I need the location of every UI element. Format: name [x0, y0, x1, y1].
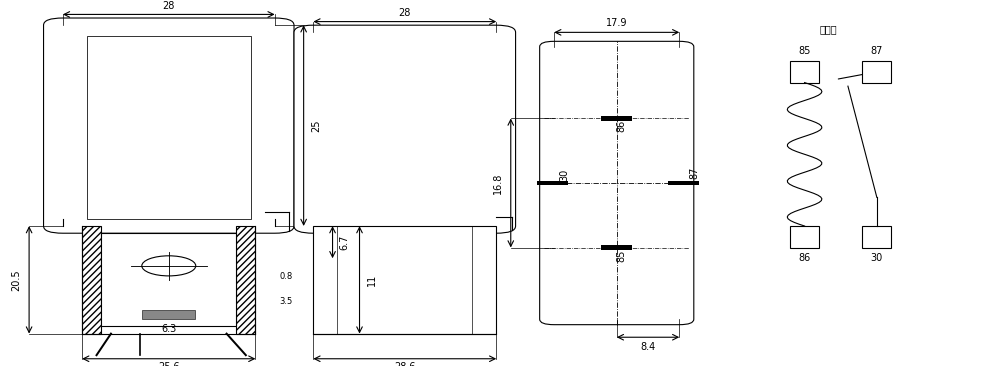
Text: 85: 85	[616, 249, 626, 262]
Bar	[667, 181, 699, 185]
Bar	[862, 61, 892, 83]
Text: 30: 30	[559, 169, 569, 181]
Bar	[236, 226, 256, 334]
Text: 25.6: 25.6	[158, 362, 180, 366]
Text: 86: 86	[798, 253, 811, 263]
Bar	[537, 181, 567, 185]
Text: 17.9: 17.9	[606, 18, 627, 28]
Text: 28.6: 28.6	[394, 362, 416, 366]
Text: 0.8: 0.8	[279, 272, 293, 281]
Bar	[314, 226, 496, 334]
Text: 11: 11	[368, 274, 377, 286]
FancyBboxPatch shape	[540, 41, 694, 325]
FancyBboxPatch shape	[294, 25, 515, 233]
Bar	[101, 233, 236, 326]
Text: 6.7: 6.7	[339, 235, 349, 250]
Bar	[143, 310, 196, 318]
Bar	[87, 36, 251, 219]
Text: 87: 87	[871, 46, 883, 56]
Bar	[602, 116, 632, 120]
Bar	[790, 61, 819, 83]
Text: 30: 30	[871, 253, 883, 263]
Text: 85: 85	[798, 46, 811, 56]
Text: 16.8: 16.8	[493, 172, 503, 194]
Text: 底线图: 底线图	[820, 24, 838, 34]
Bar	[82, 226, 101, 334]
Text: 25: 25	[312, 119, 321, 132]
Bar	[862, 226, 892, 247]
Text: 6.3: 6.3	[161, 324, 176, 334]
Text: 28: 28	[399, 8, 411, 18]
Bar	[602, 246, 632, 250]
Text: 3.5: 3.5	[279, 297, 293, 306]
Text: 86: 86	[616, 120, 626, 132]
Text: 20.5: 20.5	[12, 269, 22, 291]
Bar	[790, 226, 819, 247]
Text: 8.4: 8.4	[640, 341, 656, 351]
Text: 87: 87	[689, 167, 699, 179]
Text: 28: 28	[162, 1, 175, 11]
FancyBboxPatch shape	[43, 18, 294, 233]
